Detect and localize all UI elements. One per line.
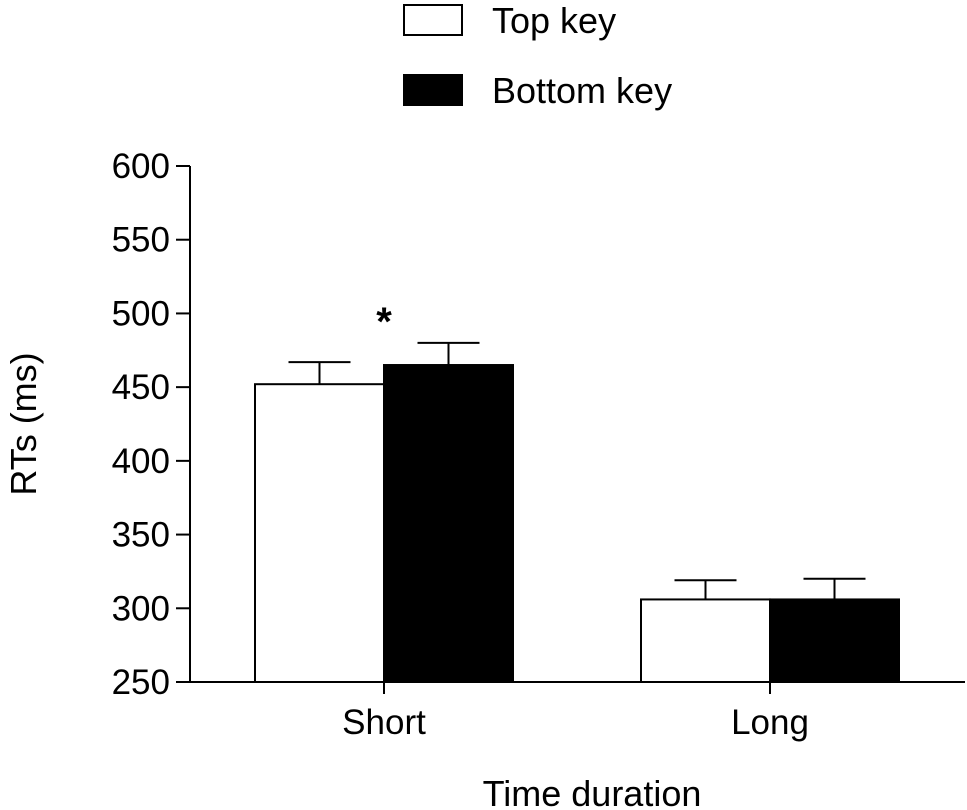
y-axis: 250 300 350 400 450 500 550 600 [112,147,191,702]
annotations: * [376,300,392,344]
x-tick-label: Long [731,703,809,742]
legend-label: Bottom key [492,70,672,111]
bar [254,383,385,683]
y-tick-label: 300 [112,589,170,628]
significance-marker: * [376,300,392,344]
y-tick-label: 550 [112,221,170,260]
legend: Top key Bottom key [403,0,672,111]
bar [640,598,771,683]
legend-label: Top key [492,0,616,41]
x-tick-label: Short [342,703,426,742]
y-tick-label: 500 [112,294,170,333]
bar [383,364,514,683]
y-tick-label: 250 [112,663,170,702]
x-axis-label: Time duration [483,773,702,810]
y-tick-label: 350 [112,516,170,555]
error-bars [288,341,866,600]
y-axis-label: RTs (ms) [3,352,44,495]
y-tick-label: 400 [112,442,170,481]
y-tick-label: 450 [112,368,170,407]
legend-swatch [403,4,463,36]
x-axis: Short Long [190,681,965,742]
bars [254,364,900,683]
y-tick-label: 600 [112,147,170,186]
legend-swatch [403,74,463,106]
bar [769,598,900,683]
